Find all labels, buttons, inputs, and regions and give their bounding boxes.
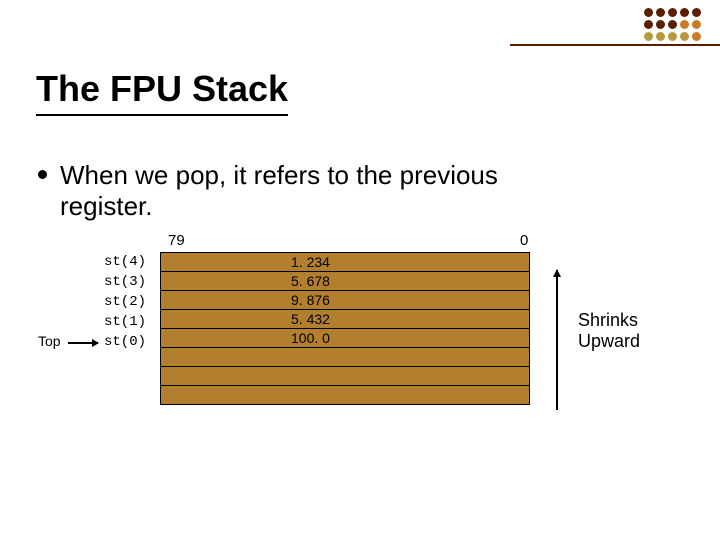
stack-row: 9. 876 — [161, 291, 530, 310]
register-label: st(4) — [104, 254, 146, 270]
dot-icon — [692, 8, 701, 17]
dot-icon — [692, 20, 701, 29]
accent-line — [510, 44, 720, 46]
stack-empty — [161, 386, 530, 405]
top-label: Top — [38, 333, 61, 349]
stack-row: 100. 0 — [161, 329, 530, 348]
bit-low-label: 0 — [520, 232, 528, 249]
shrinks-text: Shrinks Upward — [578, 310, 640, 352]
body-text: When we pop, it refers to the previous r… — [60, 160, 498, 222]
dot-icon — [644, 32, 653, 41]
stack-row: 5. 432 — [161, 310, 530, 329]
shrinks-arrow-icon — [556, 270, 558, 410]
body-line-2: register. — [60, 191, 153, 221]
stack-row — [161, 386, 530, 405]
shrinks-line-1: Shrinks — [578, 310, 638, 330]
register-label: st(0) — [104, 334, 146, 350]
slide-title: The FPU Stack — [36, 68, 288, 116]
dot-icon — [656, 32, 665, 41]
register-label: st(3) — [104, 274, 146, 290]
stack-row: 1. 234 — [161, 253, 530, 272]
dot-icon — [680, 20, 689, 29]
stack-empty — [161, 367, 530, 386]
bullet-icon — [38, 170, 47, 179]
stack-row: 5. 678 — [161, 272, 530, 291]
dot-icon — [692, 32, 701, 41]
stack-table: 1. 2345. 6789. 8765. 432100. 0 — [160, 252, 530, 405]
stack-empty — [161, 348, 530, 367]
stack-value: 100. 0 — [161, 329, 530, 348]
stack-value: 5. 432 — [161, 310, 530, 329]
dot-icon — [680, 8, 689, 17]
stack-value: 5. 678 — [161, 272, 530, 291]
stack-row — [161, 348, 530, 367]
stack-row — [161, 367, 530, 386]
register-label: st(1) — [104, 314, 146, 330]
dot-icon — [668, 20, 677, 29]
dot-icon — [644, 8, 653, 17]
dot-icon — [668, 32, 677, 41]
register-label: st(2) — [104, 294, 146, 310]
dot-icon — [656, 20, 665, 29]
body-line-1: When we pop, it refers to the previous — [60, 160, 498, 190]
stack-value: 1. 234 — [161, 253, 530, 272]
bit-high-label: 79 — [168, 232, 185, 249]
corner-dots — [644, 8, 702, 42]
dot-icon — [680, 32, 689, 41]
dot-icon — [668, 8, 677, 17]
stack-value: 9. 876 — [161, 291, 530, 310]
dot-icon — [644, 20, 653, 29]
top-arrow-icon — [68, 342, 98, 344]
dot-icon — [656, 8, 665, 17]
shrinks-line-2: Upward — [578, 331, 640, 351]
